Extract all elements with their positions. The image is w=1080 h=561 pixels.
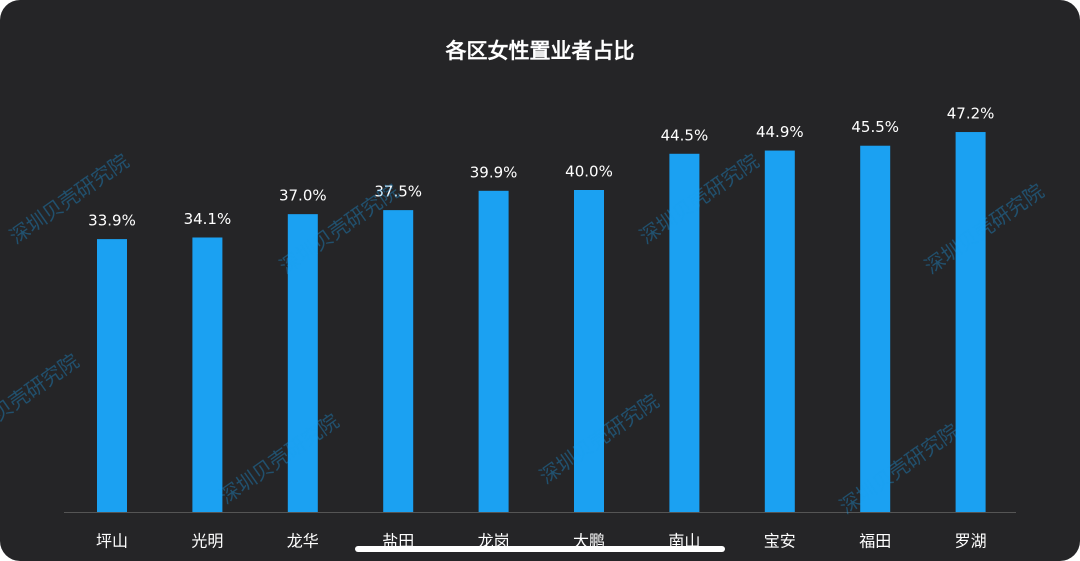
bar [955,132,986,513]
chart-title: 各区女性置业者占比 [445,39,635,63]
bar [764,150,795,512]
value-label: 37.5% [374,183,422,201]
x-tick-label: 龙岗 [478,532,510,551]
watermark: 深圳贝壳研究院 [215,409,343,509]
value-label: 47.2% [947,105,995,123]
x-tick-label: 宝安 [764,532,796,551]
bar [574,190,604,512]
x-tick-label: 龙华 [287,532,319,551]
bar [97,239,127,513]
bar [860,145,891,512]
x-tick-label: 坪山 [96,532,128,551]
value-label: 34.1% [184,210,232,228]
watermark: 深圳贝壳研究院 [835,419,963,519]
value-label: 45.5% [851,118,899,136]
value-label: 44.5% [661,126,709,144]
x-tick-label: 南山 [668,532,700,551]
x-tick-label: 福田 [859,532,891,551]
x-tick-label: 光明 [191,532,223,551]
bar [383,210,414,512]
bar [192,237,223,512]
x-tick-label: 大鹏 [573,532,605,551]
watermark: 深圳贝壳研究院 [5,149,133,249]
x-tick-label: 盐田 [382,532,414,551]
bar [287,214,318,512]
value-label: 44.9% [756,123,804,141]
x-tick-label: 罗湖 [955,532,987,551]
home-indicator [355,546,725,552]
watermark: 深圳贝壳研究院 [0,349,83,449]
value-label: 33.9% [88,212,136,230]
bar [669,153,700,512]
value-label: 40.0% [565,163,613,181]
value-label: 37.0% [279,187,327,205]
value-label: 39.9% [470,163,518,181]
bar [478,190,509,512]
